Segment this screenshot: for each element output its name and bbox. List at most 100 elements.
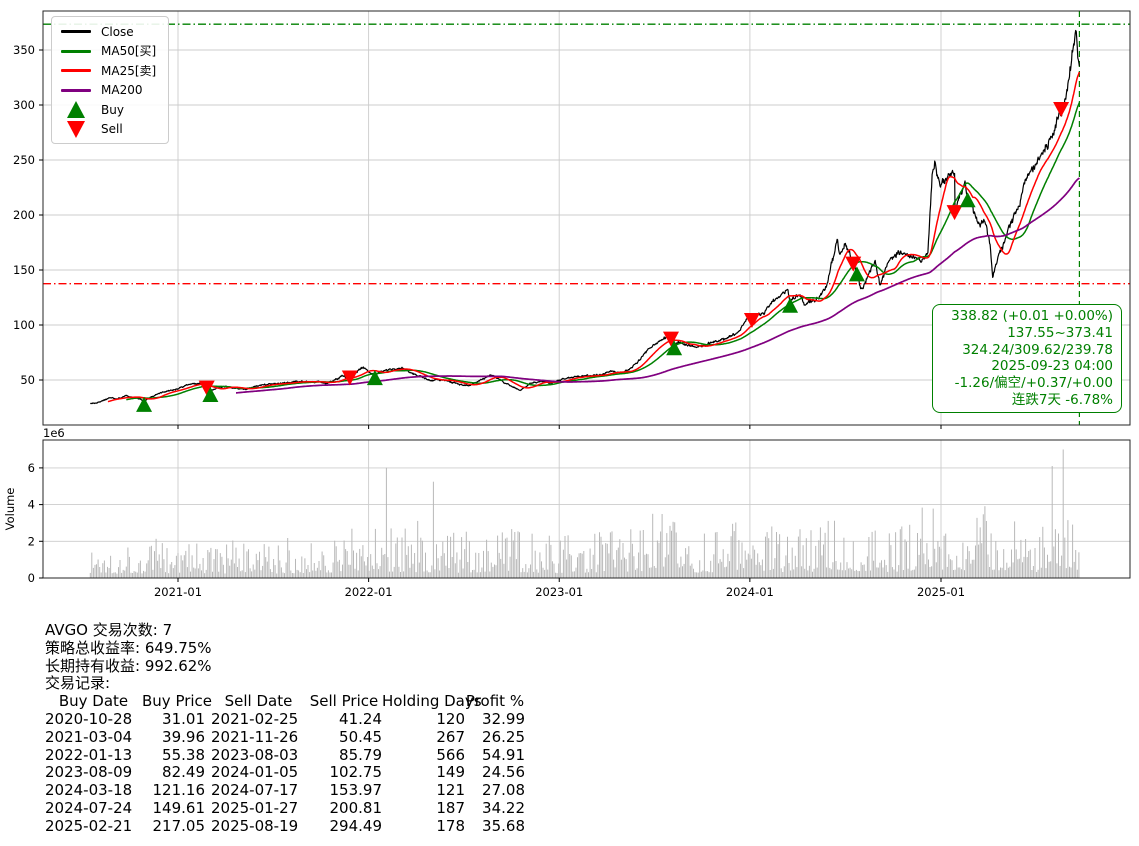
close-line — [89, 29, 1080, 405]
gridlines — [43, 11, 1130, 578]
trade-cell: 2024-07-17 — [211, 781, 299, 800]
buy-marker — [782, 297, 799, 313]
volume-axes-frame — [42, 439, 1131, 579]
sell-marker — [743, 312, 760, 328]
price-tick-label: 150 — [13, 263, 35, 277]
col-sell-price: Sell Price — [309, 692, 379, 711]
sell-marker-icon — [67, 120, 85, 138]
volume-tick-label: 2 — [28, 534, 35, 548]
trade-cell: 2025-01-27 — [211, 798, 299, 817]
buy-marker — [666, 340, 683, 356]
trade-records-label: 交易记录: — [45, 674, 111, 693]
price-tick-label: 50 — [20, 373, 35, 387]
trade-cell: 2024-01-05 — [211, 763, 299, 782]
trade-table-header: Buy Date Buy Price Sell Date Sell Price … — [45, 692, 525, 711]
buy-marker-icon — [67, 101, 85, 119]
trade-table-row: 2024-03-18 121.16 2024-07-17 153.97 121 27.08 — [45, 781, 525, 800]
volume-tick-label: 0 — [28, 571, 35, 585]
hold-return-line: 长期持有收益: 992.62% — [45, 656, 212, 675]
trade-cell: 121 — [436, 781, 465, 800]
trade-cell: 82.49 — [162, 763, 205, 782]
trade-count-line: AVGO 交易次数: 7 — [45, 621, 173, 639]
buy-marker — [959, 192, 976, 208]
trade-cell: 55.38 — [162, 745, 205, 764]
trade-cell: 149 — [436, 763, 465, 782]
trade-cell: 120 — [436, 709, 465, 728]
trade-cell: 2025-08-19 — [211, 816, 299, 835]
trade-cell: 2022-01-13 — [45, 745, 133, 764]
trade-cell: 50.45 — [339, 727, 382, 746]
trade-cell: 121.16 — [152, 781, 206, 800]
trade-cell: 24.56 — [482, 763, 525, 782]
legend-label: Sell — [101, 122, 123, 137]
legend-item-ma200: MA200 — [60, 81, 160, 101]
trade-cell: 178 — [436, 816, 465, 835]
sell-marker — [845, 256, 862, 272]
x-tick-label: 2023-01 — [535, 585, 583, 599]
annotation-line-3: 324.24/309.62/239.78 — [962, 341, 1113, 358]
trade-cell: 32.99 — [482, 709, 525, 728]
trade-cell: 187 — [436, 798, 465, 817]
trade-cell: 26.25 — [482, 727, 525, 746]
trade-cell: 85.79 — [339, 745, 382, 764]
trade-cell: 153.97 — [329, 781, 383, 800]
legend-label: MA50[买] — [101, 44, 157, 59]
trade-cell: 149.61 — [152, 798, 206, 817]
col-buy-price: Buy Price — [142, 692, 213, 711]
trade-cell: 2024-03-18 — [45, 781, 133, 800]
annotation-line-5: -1.26/偏空/+0.37/+0.00 — [954, 375, 1113, 392]
trade-table-row: 2023-08-09 82.49 2024-01-05 102.75 149 24.56 — [45, 764, 525, 782]
trade-cell: 2025-02-21 — [45, 816, 133, 835]
legend-line-swatch — [61, 88, 91, 92]
x-tick-label: 2024-01 — [726, 585, 774, 599]
buy-marker — [202, 387, 219, 403]
legend-line-swatch — [61, 49, 91, 53]
sell-marker — [946, 205, 963, 221]
trade-cell: 34.22 — [482, 798, 525, 817]
price-axes-frame — [42, 10, 1131, 426]
trade-cell: 102.75 — [329, 763, 383, 782]
volume-tick-label: 6 — [28, 461, 35, 475]
trade-cell: 54.91 — [482, 745, 525, 764]
trade-cell: 200.81 — [329, 798, 383, 817]
legend-label: Close — [101, 24, 134, 39]
price-tick-label: 300 — [13, 98, 35, 112]
legend-item-close: Close — [60, 22, 160, 42]
col-buy-date: Buy Date — [58, 692, 129, 711]
volume-bars — [89, 449, 1080, 578]
legend-line-swatch — [61, 69, 91, 73]
trade-cell: 31.01 — [162, 709, 205, 728]
annotation-line-4: 2025-09-23 04:00 — [991, 358, 1113, 375]
trade-cell: 267 — [436, 727, 465, 746]
trade-cell: 566 — [436, 745, 465, 764]
col-profit-pct: Profit % — [465, 692, 525, 711]
trade-cell: 2021-03-04 — [45, 727, 133, 746]
trade-table-row: 2025-02-21 217.05 2025-08-19 294.49 178 35.68 — [45, 816, 525, 836]
trade-table-rows: 2020-10-28 31.01 2021-02-25 41.24 120 32.99 20… — [45, 709, 525, 836]
trade-cell: 41.24 — [339, 709, 382, 728]
trade-cell: 27.08 — [482, 781, 525, 800]
annotation-line-6: 连跌7天 -6.78% — [1011, 391, 1113, 408]
trade-cell: 2021-02-25 — [211, 709, 299, 728]
col-holding-days: Holding Days — [382, 692, 482, 711]
trade-cell: 2023-08-03 — [211, 745, 299, 764]
x-tick-label: 2025-01 — [917, 585, 965, 599]
price-tick-label: 250 — [13, 153, 35, 167]
trade-cell: 2024-07-24 — [45, 798, 133, 817]
trade-markers — [136, 102, 1070, 412]
sell-marker — [341, 370, 358, 386]
buy-marker — [366, 370, 383, 386]
sell-marker — [662, 331, 679, 347]
volume-tick-label: 4 — [28, 498, 35, 512]
trade-table-row: 2024-07-24 149.61 2025-01-27 200.81 187 34.22 — [45, 798, 525, 818]
price-volume-chart: 50 100 150 200 250 300 350 0 2 4 6 2021-01 2022-01 20… — [3, 10, 1131, 599]
price-tick-label: 100 — [13, 318, 35, 332]
trade-cell: 2020-10-28 — [45, 709, 133, 728]
trade-cell: 294.49 — [329, 816, 383, 835]
legend-label: MA25[卖] — [101, 63, 157, 78]
summary-text: AVGO 交易次数: 7 策略总收益率: 649.75% 长期持有收益: 992… — [45, 621, 525, 836]
price-tick-label: 350 — [13, 43, 35, 57]
trade-cell: 2021-11-26 — [211, 727, 299, 746]
trade-table-row: 2020-10-28 31.01 2021-02-25 41.24 120 32.99 — [45, 709, 525, 729]
